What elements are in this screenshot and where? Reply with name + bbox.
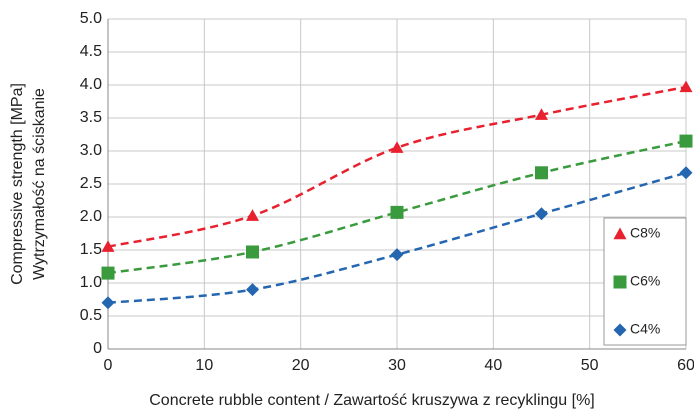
y-tick-label: 1.5 (80, 241, 102, 258)
x-tick-label: 20 (292, 357, 310, 374)
legend-label: C6% (630, 273, 660, 289)
y-tick-label: 5.0 (80, 10, 102, 27)
data-point (535, 108, 548, 120)
y-tick-label: 3.5 (80, 109, 102, 126)
x-tick-label: 40 (484, 357, 502, 374)
data-point (679, 166, 693, 180)
data-point (390, 141, 404, 153)
data-point (101, 296, 115, 310)
data-point (535, 166, 548, 180)
data-point (679, 80, 693, 93)
y-tick-label: 3.0 (80, 142, 102, 159)
data-point (679, 134, 693, 148)
trend-line (107, 139, 687, 275)
legend-marker (613, 323, 627, 337)
data-point (101, 240, 115, 252)
y-tick-label: 2.0 (80, 208, 102, 225)
data-point (246, 209, 259, 221)
y-axis-label: Compressive strength [MPa] (9, 83, 26, 285)
data-point (390, 205, 404, 219)
y-axis-label: Wytrzymałość na ściskanie (31, 88, 48, 280)
legend-marker (613, 275, 627, 289)
data-point (246, 283, 259, 297)
y-tick-label: 4.0 (80, 76, 102, 93)
x-axis-label: Concrete rubble content / Zawartość krus… (149, 392, 595, 409)
legend-label: C8% (630, 225, 660, 241)
trend-line (107, 85, 687, 248)
x-tick-label: 10 (195, 357, 213, 374)
x-tick-label: 0 (104, 357, 113, 374)
legend-marker (613, 227, 627, 240)
legend-label: C4% (630, 321, 660, 337)
y-tick-label: 2.5 (80, 175, 102, 192)
y-tick-label: 4.5 (80, 43, 102, 60)
y-tick-label: 0.5 (80, 307, 102, 324)
data-point (101, 266, 115, 280)
x-tick-label: 30 (388, 357, 406, 374)
data-point (535, 207, 548, 221)
x-tick-label: 50 (581, 357, 599, 374)
data-point (246, 245, 259, 259)
data-point (390, 248, 404, 262)
x-tick-label: 60 (677, 357, 694, 374)
y-tick-label: 0 (93, 340, 102, 357)
y-tick-label: 1.0 (80, 274, 102, 291)
